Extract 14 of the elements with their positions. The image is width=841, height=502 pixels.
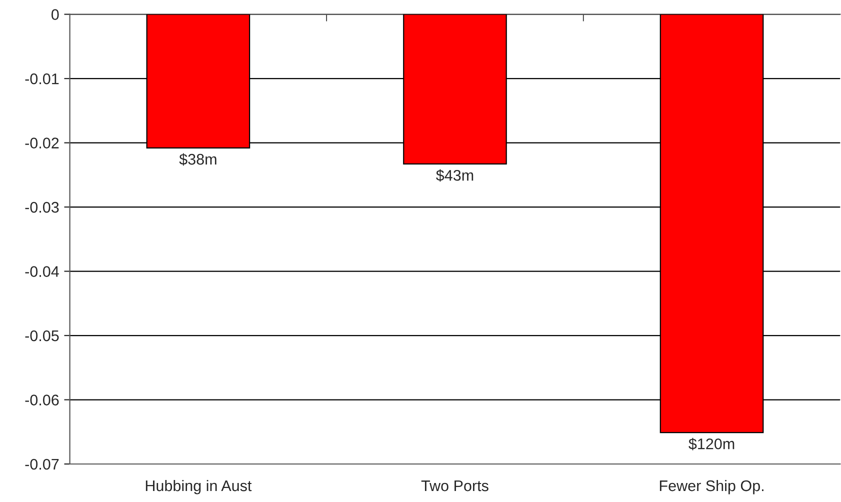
- annotation: $43m: [436, 169, 474, 182]
- y-tick-label: -0.07: [25, 458, 59, 470]
- y-tick-label: -0.03: [25, 202, 59, 213]
- annotation: $120m: [688, 438, 734, 450]
- y-tick-label: -0.02: [25, 138, 59, 148]
- annotation: $38m: [179, 153, 216, 166]
- y-tick-label: -0.05: [25, 330, 59, 342]
- y-tick-label: -0.01: [25, 73, 59, 84]
- x-tick-label: Fewer Ship Op.: [660, 480, 764, 494]
- x-tick-label: Two Ports: [421, 480, 488, 492]
- y-tick-label: -0.06: [25, 394, 59, 406]
- x-tick-label: Hubbing in Aust: [146, 480, 252, 494]
- y-tick-label: 0: [51, 9, 59, 20]
- y-tick-label: -0.04: [25, 266, 59, 277]
